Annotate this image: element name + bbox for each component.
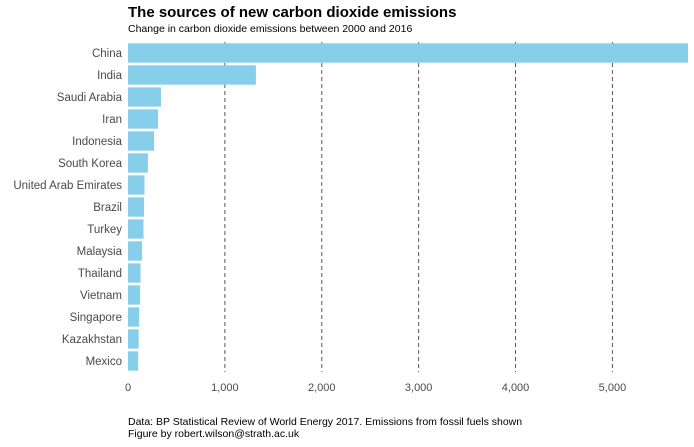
category-label: Kazakhstan <box>62 334 122 346</box>
bar <box>128 109 159 129</box>
bar <box>128 351 139 371</box>
gridlines <box>224 42 613 372</box>
category-label: United Arab Emirates <box>13 180 122 192</box>
bar <box>128 131 155 151</box>
category-label: Vietnam <box>80 290 122 302</box>
category-label: Singapore <box>70 312 122 324</box>
category-label: South Korea <box>58 158 123 170</box>
bar <box>128 307 140 327</box>
x-tick-label: 2,000 <box>308 382 336 394</box>
caption-source: Data: BP Statistical Review of World Ene… <box>128 416 523 428</box>
bar <box>128 153 148 173</box>
x-tick-label: 0 <box>125 382 131 394</box>
bar <box>128 285 141 305</box>
x-tick-label: 1,000 <box>211 382 239 394</box>
category-label: Indonesia <box>72 136 122 148</box>
category-label: Malaysia <box>77 246 123 258</box>
category-label: Thailand <box>78 268 122 280</box>
bar <box>128 263 141 283</box>
category-label: India <box>97 70 123 82</box>
category-label: Brazil <box>93 202 122 214</box>
category-label: Mexico <box>86 356 122 368</box>
x-tick-label: 4,000 <box>502 382 530 394</box>
bar <box>128 87 161 107</box>
category-labels: China India Saudi Arabia Iran Indonesia South… <box>13 48 122 368</box>
x-tick-label: 5,000 <box>599 382 627 394</box>
category-label: China <box>92 48 123 60</box>
bar <box>128 197 144 217</box>
caption-credit: Figure by robert.wilson@strath.ac.uk <box>128 428 300 440</box>
bar <box>128 241 143 261</box>
bar <box>128 219 144 239</box>
chart-subtitle: Change in carbon dioxide emissions betwe… <box>128 23 413 35</box>
bar <box>128 43 688 63</box>
category-label: Turkey <box>87 224 122 236</box>
chart-title: The sources of new carbon dioxide emissi… <box>128 4 457 21</box>
bars <box>128 43 688 371</box>
bar <box>128 329 139 349</box>
x-tick-label: 3,000 <box>405 382 433 394</box>
bar <box>128 65 256 85</box>
bar-chart: China India Saudi Arabia Iran Indonesia South… <box>13 42 688 394</box>
bar <box>128 175 145 195</box>
category-label: Iran <box>102 114 122 126</box>
category-label: Saudi Arabia <box>57 92 123 104</box>
x-axis-tick-labels: 0 1,000 2,000 3,000 4,000 5,000 <box>125 382 626 394</box>
